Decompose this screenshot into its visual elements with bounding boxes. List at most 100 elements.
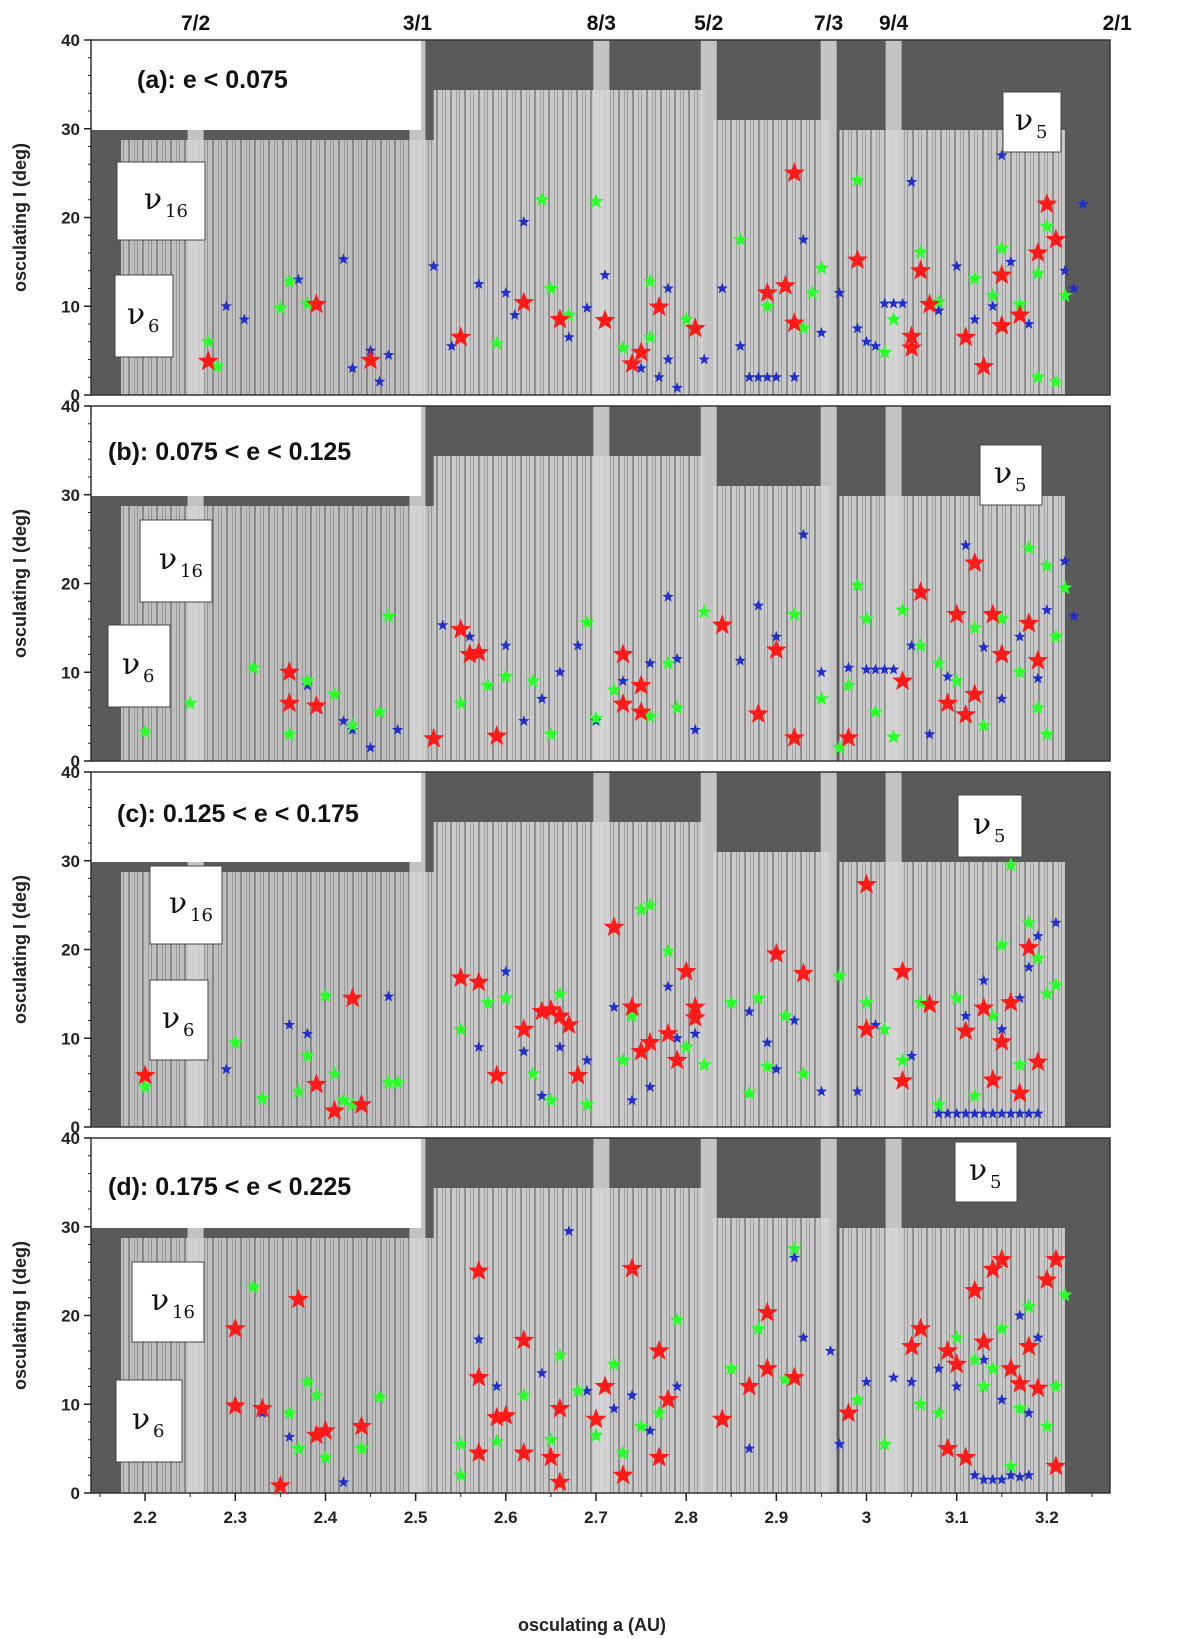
data-point [937, 692, 959, 713]
data-point [895, 1052, 911, 1067]
nu-symbol: ν [122, 647, 140, 682]
nu-symbol: ν [169, 886, 187, 921]
data-point [612, 693, 634, 714]
data-point [317, 1449, 334, 1464]
data-point [1048, 628, 1064, 644]
data-point [996, 1473, 1008, 1485]
data-point [887, 1371, 900, 1383]
data-point [756, 1301, 778, 1322]
data-point [1050, 916, 1062, 928]
data-point [734, 654, 746, 666]
data-point [608, 1001, 620, 1012]
data-point [518, 215, 530, 227]
data-point [878, 663, 891, 675]
data-point [1048, 373, 1064, 389]
data-point [982, 1069, 1004, 1089]
data-point [892, 1069, 914, 1090]
data-point [315, 1419, 336, 1440]
data-point [869, 1018, 882, 1030]
data-point [281, 1405, 297, 1420]
x-tick-label: 2.2 [133, 1508, 157, 1527]
data-point [281, 273, 297, 288]
data-point [561, 307, 577, 322]
data-point [624, 1008, 640, 1023]
data-point [783, 1366, 805, 1387]
data-point [1057, 579, 1073, 595]
data-point [967, 270, 983, 286]
label-box [979, 444, 1043, 506]
y-tick-label: 20 [61, 209, 80, 228]
y-tick-label: 0 [71, 1118, 80, 1137]
data-point [278, 661, 300, 682]
data-point [777, 1371, 793, 1386]
data-point [797, 528, 810, 540]
data-point [905, 639, 918, 651]
x-tick-label: 3.1 [945, 1508, 969, 1527]
x-tick-label: 3.2 [1035, 1508, 1059, 1527]
data-point [372, 704, 388, 719]
data-point [732, 231, 748, 247]
data-point [660, 655, 676, 670]
data-point [1009, 1082, 1031, 1103]
data-point [752, 371, 764, 383]
panel-region [433, 822, 705, 1127]
data-point [931, 1096, 947, 1112]
data-point [657, 1388, 679, 1409]
data-point [856, 873, 877, 894]
data-point [765, 639, 787, 659]
data-point [391, 723, 404, 735]
data-point [892, 670, 914, 690]
data-point [987, 300, 999, 312]
data-point [437, 619, 449, 631]
data-point [382, 349, 395, 360]
y-axis-title: osculating I (deg) [10, 875, 30, 1024]
nu-symbol: ν [159, 542, 177, 577]
data-point [630, 1040, 652, 1061]
data-point [615, 1445, 631, 1460]
data-point [851, 1085, 864, 1097]
y-tick-label: 40 [61, 31, 80, 50]
data-point [220, 300, 232, 312]
nu-symbol: ν [973, 807, 991, 842]
data-point [991, 264, 1013, 285]
data-point [671, 381, 683, 393]
label-box [1002, 91, 1062, 153]
data-point [1030, 950, 1046, 965]
data-point [197, 350, 219, 371]
nu-subscript: 16 [180, 561, 203, 582]
nu-symbol: ν [127, 297, 145, 332]
x-tick-label: 2.7 [584, 1508, 608, 1527]
panel-region [433, 90, 705, 395]
data-point [955, 326, 977, 347]
y-tick-label: 30 [61, 120, 80, 139]
data-point [838, 1402, 859, 1422]
nu-subscript: 16 [190, 905, 213, 926]
data-point [1012, 296, 1028, 311]
label-box-nu16: ν 16 [139, 519, 213, 603]
data-point [344, 1096, 361, 1112]
data-point [1000, 1357, 1022, 1378]
data-point [563, 331, 575, 343]
y-axis-title: osculating I (deg) [10, 1241, 30, 1390]
data-point [346, 723, 359, 735]
data-point [489, 335, 505, 350]
panel-region [713, 852, 831, 1127]
data-point [878, 297, 891, 309]
data-point [913, 244, 929, 259]
label-box-nu16: ν 16 [131, 1261, 205, 1343]
data-point [946, 603, 968, 624]
data-point [1023, 1107, 1035, 1119]
data-point [570, 1382, 586, 1398]
data-point [468, 1442, 490, 1462]
data-point [671, 1380, 683, 1392]
nu-subscript: 5 [994, 826, 1005, 847]
data-point [642, 897, 658, 912]
data-point [967, 619, 983, 635]
data-point [996, 1393, 1008, 1405]
data-point [765, 942, 787, 963]
data-point [895, 602, 911, 617]
data-point [269, 1474, 291, 1495]
label-box [149, 979, 209, 1061]
data-point [949, 673, 965, 688]
